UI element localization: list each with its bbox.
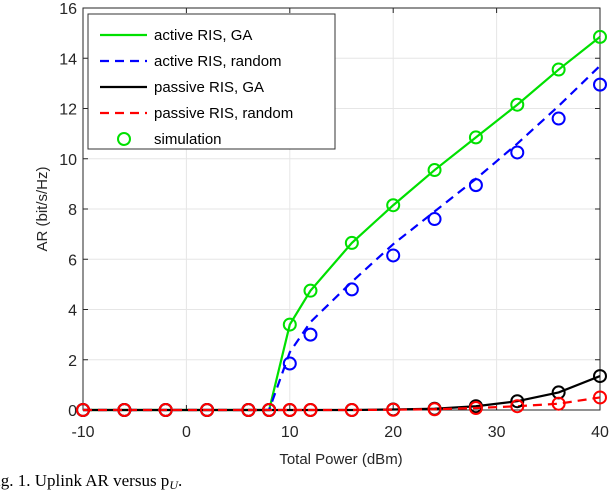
x-axis-label: Total Power (dBm) [279,451,402,468]
caption-end: . [177,471,183,490]
y-tick-label: 2 [68,353,77,370]
x-tick-label: -10 [71,424,94,441]
y-tick-label: 14 [59,51,77,68]
simulation-marker [158,403,173,417]
simulation-marker [427,402,442,417]
y-tick-label: 6 [68,252,77,269]
x-tick-label: 10 [281,424,299,441]
legend-entry: passive RIS, random [154,105,293,122]
legend-box [87,13,336,150]
simulation-marker [510,97,525,112]
simulation-marker [510,145,525,160]
x-tick-label: 0 [182,424,191,441]
series-line-passive-ris-random [83,396,601,412]
simulation-marker [76,403,90,417]
simulation-marker [241,403,256,417]
simulation-marker [282,403,297,417]
simulation-marker [344,282,359,297]
x-tick-label: 40 [591,424,609,441]
legend-entry: passive RIS, GA [154,79,264,96]
legend-entry: active RIS, random [154,53,282,70]
simulation-marker [427,212,442,227]
simulation-marker [510,399,525,414]
caption-subscript: U [169,478,178,492]
caption-text: ig. 1. Uplink AR versus p [0,471,170,490]
simulation-marker [386,248,401,263]
simulation-marker [468,400,483,415]
simulation-marker [551,111,566,126]
y-tick-label: 16 [59,1,77,18]
simulation-marker [386,198,401,213]
simulation-marker [551,62,566,77]
simulation-marker [344,235,359,250]
figure-caption: ig. 1. Uplink AR versus pU. [0,472,182,494]
simulation-marker [200,403,215,417]
x-tick-label: 20 [384,424,402,441]
y-tick-label: 8 [68,202,77,219]
simulation-marker [593,29,607,44]
simulation-marker [282,356,297,371]
y-tick-label: 10 [59,152,77,169]
simulation-marker [282,317,297,332]
simulation-marker [510,394,525,409]
legend-entry: simulation [154,131,222,148]
simulation-marker [593,369,607,384]
simulation-marker [427,163,442,178]
simulation-marker [551,396,566,411]
x-tick-label: 30 [488,424,506,441]
y-tick-label: 4 [68,303,77,320]
simulation-marker [593,77,607,92]
y-tick-label: 0 [68,403,77,420]
simulation-marker [303,327,318,342]
series-lines [83,36,601,412]
simulation-marker [303,403,318,417]
simulation-marker [468,130,483,145]
legend-marker [117,132,131,146]
simulation-marker [386,402,401,417]
simulation-marker [303,283,318,298]
simulation-marker [344,403,359,417]
ar-vs-power-chart: -10 0 10 20 30 40 0 2 4 6 8 10 12 14 16 Total Power (d… [34,1,609,468]
legend-entry: active RIS, GA [154,27,252,44]
y-axis-label: AR (bit/s/Hz) [34,166,51,251]
simulation-markers [76,29,607,417]
legend: active RIS, GA active RIS, random passive … [87,13,336,150]
simulation-marker [117,403,132,417]
simulation-marker [262,403,277,417]
y-tick-label: 12 [59,102,77,119]
simulation-marker [468,178,483,193]
simulation-marker [593,390,607,405]
